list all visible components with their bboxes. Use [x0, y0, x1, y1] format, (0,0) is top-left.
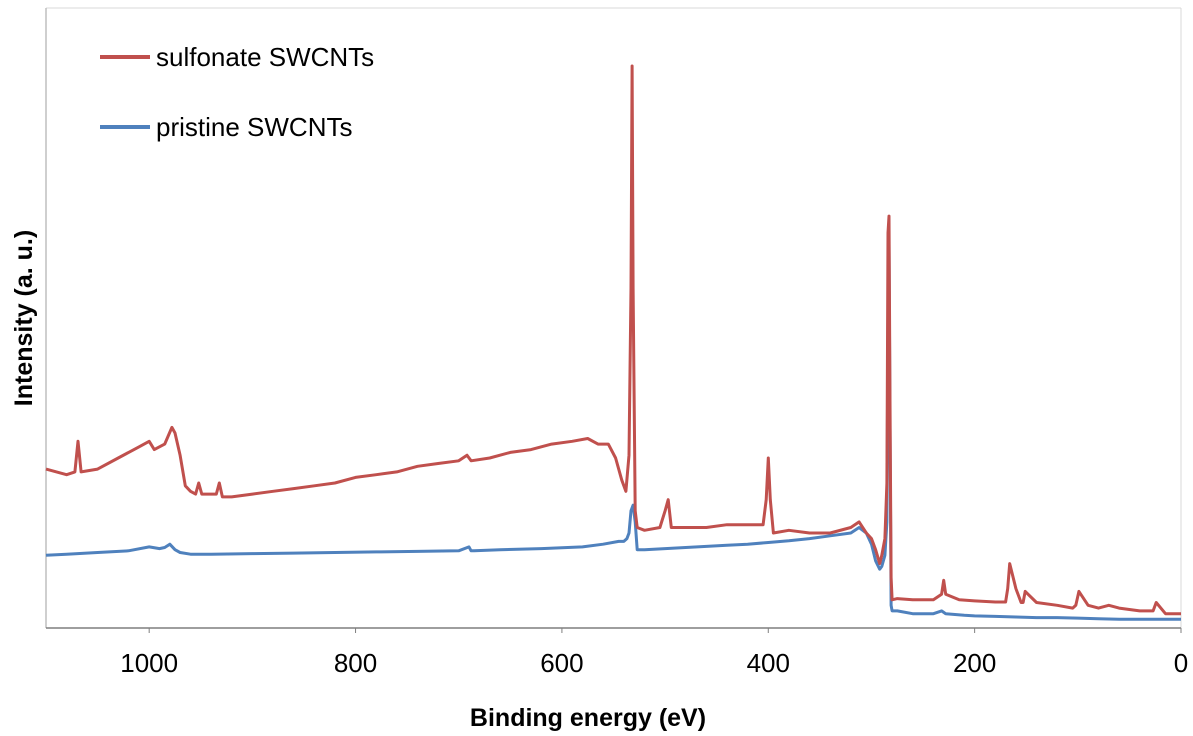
legend: sulfonate SWCNTs pristine SWCNTs — [100, 42, 374, 142]
x-tick-label: 200 — [953, 648, 996, 678]
series-line-sulfonate — [45, 64, 1181, 616]
legend-label-sulfonate: sulfonate SWCNTs — [156, 42, 374, 72]
series-line-pristine — [45, 242, 1181, 621]
y-axis-title: Intensity (a. u.) — [10, 230, 38, 406]
x-tick-label: 600 — [540, 648, 583, 678]
x-axis-title: Binding energy (eV) — [470, 704, 706, 732]
x-tick-label: 800 — [334, 648, 377, 678]
x-tick-label: 400 — [747, 648, 790, 678]
x-tick-label: 1000 — [120, 648, 178, 678]
plot-area — [45, 7, 1182, 629]
legend-label-pristine: pristine SWCNTs — [156, 112, 352, 142]
series-group — [45, 64, 1181, 621]
x-tick-label: 0 — [1174, 648, 1188, 678]
x-axis-ticks: 1000 800 600 400 200 0 — [120, 628, 1188, 678]
